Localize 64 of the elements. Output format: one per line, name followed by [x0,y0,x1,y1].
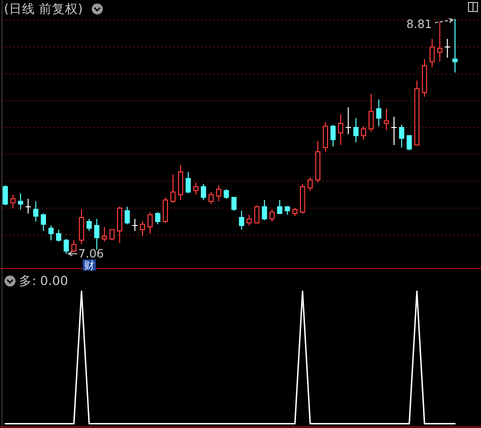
candlestick [124,206,130,225]
candlestick [308,176,313,192]
candlestick [384,108,389,131]
candlestick [109,229,115,241]
annotation: 8.81 [406,16,432,31]
candlestick [322,122,328,152]
candlestick [33,200,38,222]
candlestick [360,126,366,140]
candlestick [86,218,92,232]
candlestick [170,174,176,204]
candlestick [140,221,146,237]
candlestick [238,210,244,230]
candlestick [315,140,320,184]
candlestick [284,206,290,216]
candlestick [390,116,398,146]
candlestick [117,206,122,244]
candlestick [71,240,76,253]
chart-title: (日线 前复权) [4,1,83,16]
candlestick [64,238,69,254]
candlestick [78,208,84,245]
candlestick [18,192,24,210]
candlestick [292,208,298,217]
candlestick [224,188,229,200]
candlestick [338,114,344,146]
candlestick [178,164,184,201]
candlestick [216,184,222,202]
candlestick [368,93,374,132]
candlestick [437,20,442,62]
candlestick [277,200,282,214]
candlestick [208,191,214,205]
candlestick [254,204,260,224]
candlestick [94,218,100,250]
candlestick [414,80,420,146]
candlestick [2,184,8,206]
candlestick [452,18,458,73]
candlestick [25,198,32,214]
candlestick [162,196,168,224]
candlestick [40,212,46,232]
candlestick [102,226,107,242]
candlestick [422,58,428,98]
candlestick [353,118,359,143]
candlestick [345,106,352,135]
chart-title: 多: 0.00 [19,273,68,288]
candlestick [430,38,435,68]
candlestick [193,182,198,196]
candlestick [231,196,237,212]
candlestick [155,212,160,225]
candlestick [200,183,206,201]
candlestick [148,212,153,234]
candlestick [246,214,252,226]
candlestick [56,229,62,242]
candlestick [48,225,54,241]
candlestick [269,208,275,222]
candlestick [10,194,16,209]
candlestick [406,135,412,151]
candlestick [399,124,404,148]
candlestick [444,38,450,58]
candlestick [330,124,336,147]
annotation: 7.06 [78,246,104,261]
candlestick [376,98,382,127]
candlestick [132,218,138,232]
candlestick [300,183,306,214]
candlestick [186,171,191,194]
candlestick [262,200,268,221]
